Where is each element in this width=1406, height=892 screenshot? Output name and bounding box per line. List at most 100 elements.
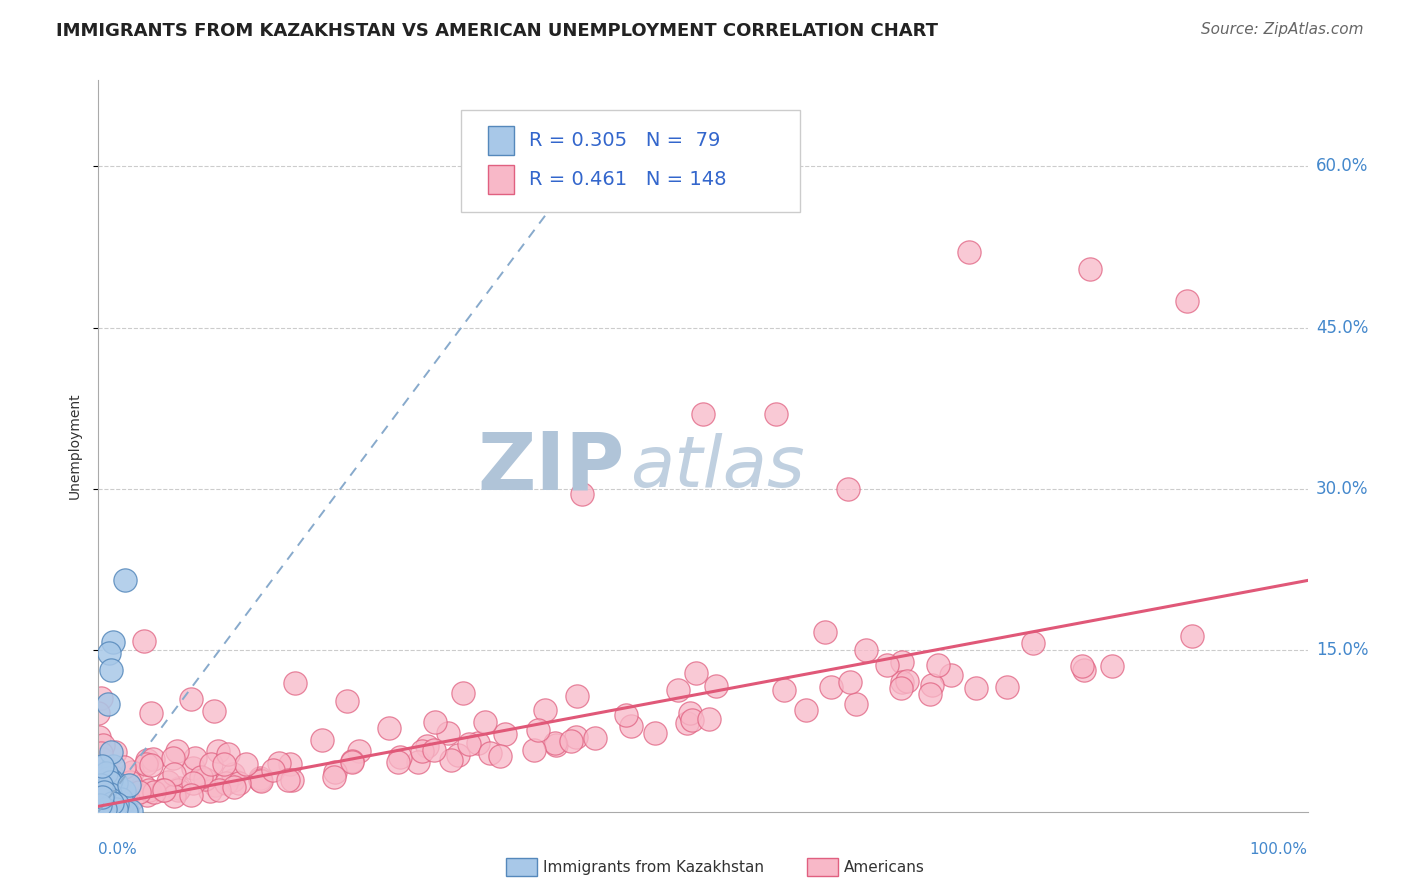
Point — [89, 798, 111, 813]
Point — [117, 778, 139, 792]
Point — [157, 775, 180, 789]
Point — [87, 802, 110, 816]
Point — [488, 749, 510, 764]
Point — [96, 799, 118, 814]
Point — [90, 778, 112, 792]
Point — [132, 778, 155, 792]
Point — [100, 773, 122, 788]
Point — [141, 758, 163, 772]
Point — [323, 765, 346, 780]
Point — [93, 802, 115, 816]
Point — [378, 721, 401, 735]
Point — [121, 765, 143, 780]
Point — [94, 802, 117, 816]
Point — [93, 802, 115, 816]
Point — [112, 784, 135, 798]
Point — [1078, 261, 1101, 276]
Point — [890, 681, 912, 696]
Point — [91, 738, 114, 752]
Point — [855, 643, 877, 657]
Text: Americans: Americans — [844, 860, 925, 874]
Point — [142, 752, 165, 766]
Point — [143, 785, 166, 799]
Point — [105, 802, 128, 816]
FancyBboxPatch shape — [488, 126, 515, 154]
Point — [96, 788, 118, 802]
Point — [96, 800, 118, 814]
Point — [167, 781, 190, 796]
Point — [423, 743, 446, 757]
Point — [97, 697, 120, 711]
FancyBboxPatch shape — [461, 110, 800, 212]
Point — [90, 780, 112, 795]
Text: Source: ZipAtlas.com: Source: ZipAtlas.com — [1201, 22, 1364, 37]
Point — [249, 772, 271, 787]
Text: atlas: atlas — [630, 434, 806, 502]
Point — [120, 804, 142, 818]
Point — [97, 791, 120, 805]
Point — [249, 771, 271, 785]
Point — [166, 744, 188, 758]
Point — [666, 683, 689, 698]
Point — [89, 784, 111, 798]
Point — [896, 674, 918, 689]
Point — [546, 739, 568, 753]
Point — [91, 759, 114, 773]
Point — [249, 774, 271, 789]
Point — [94, 795, 117, 809]
Point — [323, 770, 346, 784]
Point — [820, 680, 842, 694]
Point — [135, 788, 157, 802]
Point — [965, 681, 987, 695]
Point — [111, 796, 134, 810]
Point — [94, 779, 117, 793]
Point — [614, 707, 637, 722]
Point — [87, 804, 110, 818]
Point — [87, 802, 110, 816]
Point — [87, 795, 110, 809]
Text: Immigrants from Kazakhstan: Immigrants from Kazakhstan — [543, 860, 763, 874]
Point — [98, 646, 121, 660]
Point — [224, 780, 246, 794]
Text: R = 0.461   N = 148: R = 0.461 N = 148 — [529, 170, 727, 189]
Text: R = 0.305   N =  79: R = 0.305 N = 79 — [529, 130, 720, 150]
Point — [128, 785, 150, 799]
Point — [347, 744, 370, 758]
Point — [112, 760, 135, 774]
Point — [90, 771, 112, 785]
Point — [163, 766, 186, 780]
Point — [1071, 659, 1094, 673]
Point — [101, 759, 124, 773]
Y-axis label: Unemployment: Unemployment — [67, 392, 82, 500]
Point — [876, 657, 898, 672]
Point — [134, 633, 156, 648]
Point — [479, 747, 502, 761]
Point — [1175, 293, 1198, 308]
Point — [388, 750, 411, 764]
Point — [93, 805, 115, 819]
Point — [120, 774, 142, 789]
Text: ZIP: ZIP — [477, 429, 624, 507]
Point — [98, 781, 121, 796]
Point — [114, 789, 136, 803]
Point — [141, 706, 163, 720]
Point — [423, 714, 446, 729]
Point — [494, 727, 516, 741]
Point — [202, 704, 225, 718]
Point — [921, 678, 943, 692]
Point — [93, 792, 115, 806]
Point — [93, 766, 115, 780]
Point — [89, 805, 111, 819]
Point — [162, 750, 184, 764]
Point — [180, 788, 202, 802]
Point — [411, 744, 433, 758]
Point — [93, 799, 115, 814]
Point — [91, 759, 114, 773]
Point — [87, 706, 110, 720]
Point — [121, 792, 143, 806]
Point — [104, 745, 127, 759]
Point — [98, 792, 121, 806]
Point — [98, 787, 121, 801]
Point — [184, 751, 207, 765]
Point — [262, 763, 284, 777]
